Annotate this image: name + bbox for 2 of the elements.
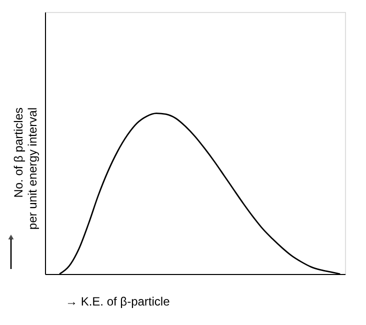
x-axis-title: → K.E. of β-particle	[66, 294, 170, 308]
y-axis-title: No. of β particles per unit energy interval	[12, 108, 40, 230]
